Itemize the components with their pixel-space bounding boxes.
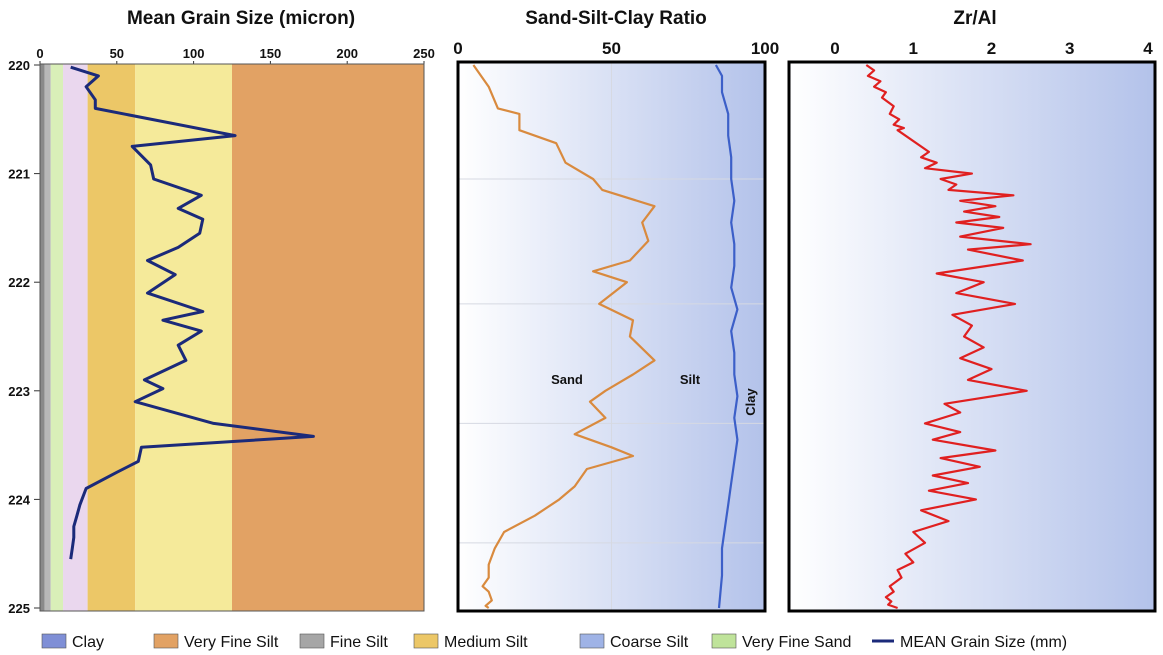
x-tick-label: 50 bbox=[110, 46, 124, 61]
panel-sand-silt-clay: Sand-Silt-Clay Ratio 0 50 100 Sand Silt Cl… bbox=[453, 8, 779, 613]
legend-item: Very Fine Silt bbox=[153, 633, 279, 651]
series-line-mean-grain-size bbox=[69, 65, 315, 560]
legend-label: Coarse Silt bbox=[610, 634, 689, 651]
grain-size-band bbox=[232, 64, 424, 611]
grain-size-band bbox=[87, 64, 136, 611]
panel-title: Sand-Silt-Clay Ratio bbox=[525, 8, 707, 29]
y-tick-label: 224 bbox=[8, 492, 30, 507]
legend-item: Very Fine Sand bbox=[711, 633, 851, 651]
x-tick-label: 0 bbox=[830, 39, 839, 58]
x-tick-label: 100 bbox=[183, 46, 205, 61]
series-lines bbox=[69, 65, 315, 560]
grain-size-band bbox=[40, 64, 45, 611]
legend-label: Very Fine Silt bbox=[184, 634, 279, 651]
x-tick-label: 0 bbox=[36, 46, 43, 61]
grain-size-band bbox=[50, 64, 64, 611]
grain-size-band bbox=[63, 64, 88, 611]
x-ticks: 0 50 100 bbox=[453, 39, 779, 58]
series-line-sand-silt-boundary bbox=[472, 64, 656, 609]
x-tick-label: 0 bbox=[453, 39, 462, 58]
legend-item: Clay bbox=[41, 633, 104, 651]
legend-item: Fine Silt bbox=[299, 633, 388, 651]
plot-frame bbox=[39, 63, 425, 612]
legend-label: Very Fine Sand bbox=[742, 634, 851, 651]
legend-item: Medium Silt bbox=[413, 633, 528, 651]
y-tick-label: 223 bbox=[8, 384, 30, 399]
plot-background bbox=[789, 62, 1155, 611]
panel-title: Mean Grain Size (micron) bbox=[127, 8, 355, 29]
x-tick-label: 4 bbox=[1143, 39, 1153, 58]
legend-swatch bbox=[711, 633, 737, 649]
plot-frame bbox=[456, 60, 767, 613]
x-tick-label: 3 bbox=[1065, 39, 1074, 58]
y-ticks: 220 221 222 223 224 225 bbox=[8, 58, 40, 616]
gridlines bbox=[458, 62, 765, 611]
panel-title: Zr/Al bbox=[953, 8, 996, 29]
legend-swatch bbox=[579, 633, 605, 649]
y-tick-label: 222 bbox=[8, 275, 30, 290]
legend-swatch bbox=[41, 633, 67, 649]
annotation-sand: Sand bbox=[551, 372, 583, 387]
x-ticks: 0 50 100 150 200 250 bbox=[36, 46, 435, 64]
plot-frame bbox=[787, 60, 1157, 613]
x-tick-label: 250 bbox=[413, 46, 435, 61]
y-tick-label: 225 bbox=[8, 601, 30, 616]
grain-size-bands bbox=[40, 64, 424, 611]
x-tick-label: 200 bbox=[336, 46, 358, 61]
x-tick-label: 50 bbox=[602, 39, 621, 58]
legend-item: MEAN Grain Size (mm) bbox=[872, 634, 1067, 651]
legend-label: Medium Silt bbox=[444, 634, 528, 651]
legend-swatch bbox=[153, 633, 179, 649]
grain-size-band bbox=[135, 64, 232, 611]
series-lines bbox=[865, 64, 1032, 610]
panel-mean-grain-size: Mean Grain Size (micron) 0 50 100 150 200 250… bbox=[8, 8, 435, 616]
x-ticks: 0 1 2 3 4 bbox=[830, 39, 1153, 58]
legend-item: Coarse Silt bbox=[579, 633, 689, 651]
series-line-silt-clay-boundary bbox=[714, 64, 739, 609]
legend-label: MEAN Grain Size (mm) bbox=[900, 634, 1067, 651]
x-tick-label: 1 bbox=[909, 39, 918, 58]
y-tick-label: 221 bbox=[8, 167, 30, 182]
annotation-silt: Silt bbox=[680, 372, 701, 387]
series-line-zr-al bbox=[865, 64, 1032, 610]
legend-label: Fine Silt bbox=[330, 634, 388, 651]
legend-swatch bbox=[299, 633, 325, 649]
annotation-clay: Clay bbox=[743, 388, 758, 416]
y-tick-label: 220 bbox=[8, 58, 30, 73]
x-tick-label: 150 bbox=[260, 46, 282, 61]
x-tick-label: 2 bbox=[987, 39, 996, 58]
legend-swatch bbox=[413, 633, 439, 649]
panel-zr-al: Zr/Al 0 1 2 3 4 bbox=[787, 8, 1157, 613]
x-tick-label: 100 bbox=[751, 39, 779, 58]
grain-size-band bbox=[44, 64, 51, 611]
series-lines bbox=[472, 64, 739, 609]
legend: Clay Very Fine Silt Fine Silt Medium Silt Co… bbox=[41, 633, 1067, 651]
legend-label: Clay bbox=[72, 634, 104, 651]
